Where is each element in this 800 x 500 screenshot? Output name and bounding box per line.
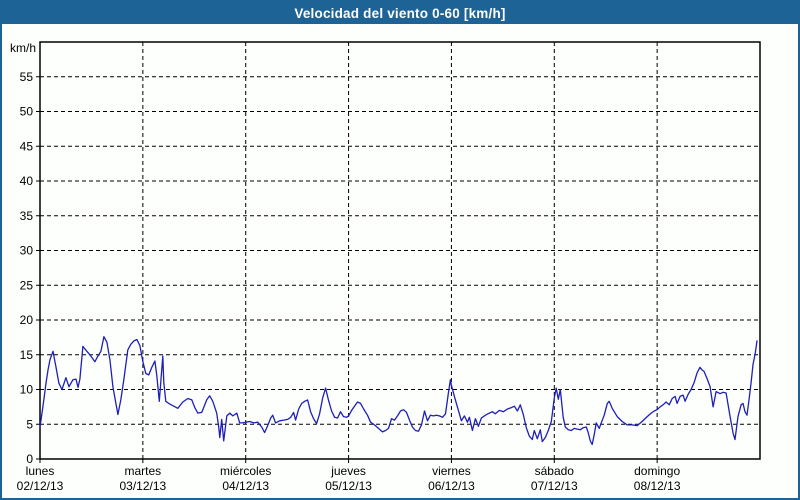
x-tick-day-label: sábado — [535, 464, 575, 478]
y-tick-label: 50 — [20, 105, 34, 119]
y-tick-label: 40 — [20, 174, 34, 188]
x-tick-day-label: viernes — [432, 464, 471, 478]
y-tick-label: 10 — [20, 383, 34, 397]
y-tick-label: 5 — [26, 417, 33, 431]
chart-title: Velocidad del viento 0-60 [km/h] — [294, 6, 505, 21]
x-tick-day-label: jueves — [330, 464, 366, 478]
wind-speed-widget: Velocidad del viento 0-60 [km/h] 0510152… — [0, 0, 800, 500]
y-tick-label: 15 — [20, 348, 34, 362]
x-tick-date-label: 05/12/13 — [325, 479, 372, 493]
y-tick-label: 30 — [20, 244, 34, 258]
wind-speed-line-chart: 0510152025303540455055lunes02/12/13marte… — [2, 2, 798, 498]
x-tick-date-label: 03/12/13 — [119, 479, 166, 493]
x-tick-date-label: 04/12/13 — [222, 479, 269, 493]
x-tick-day-label: lunes — [26, 464, 55, 478]
y-tick-label: 45 — [20, 139, 34, 153]
x-tick-day-label: martes — [125, 464, 162, 478]
x-tick-date-label: 07/12/13 — [531, 479, 578, 493]
y-tick-label: 25 — [20, 278, 34, 292]
y-tick-label: 35 — [20, 209, 34, 223]
x-tick-date-label: 08/12/13 — [634, 479, 681, 493]
y-tick-label: 20 — [20, 313, 34, 327]
x-tick-date-label: 02/12/13 — [17, 479, 64, 493]
x-tick-day-label: domingo — [634, 464, 680, 478]
y-axis-unit-label: km/h — [10, 41, 36, 55]
x-tick-day-label: miércoles — [220, 464, 271, 478]
chart-title-bar: Velocidad del viento 0-60 [km/h] — [2, 2, 798, 24]
y-tick-label: 55 — [20, 70, 34, 84]
x-tick-date-label: 06/12/13 — [428, 479, 475, 493]
